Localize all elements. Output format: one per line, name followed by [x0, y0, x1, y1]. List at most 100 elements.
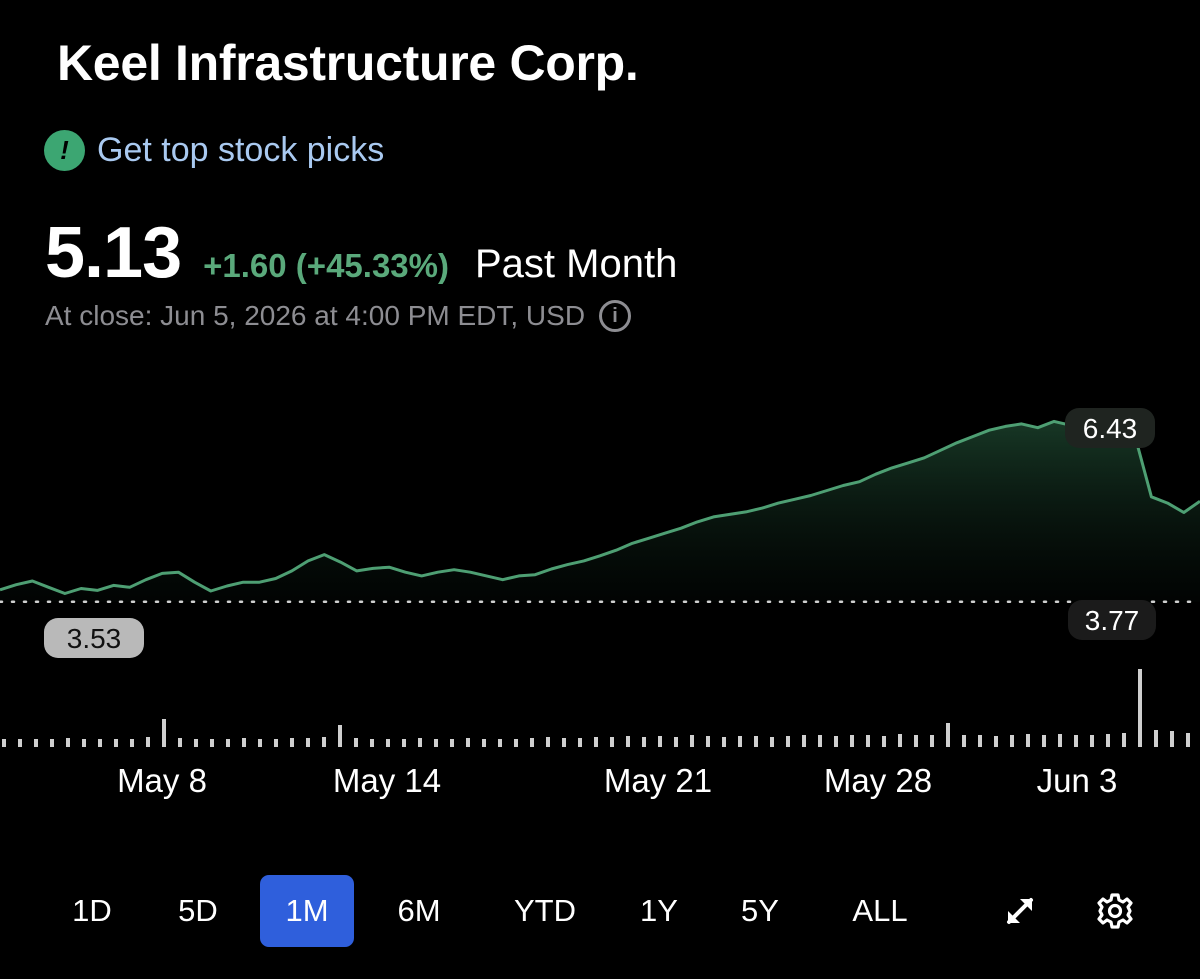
- volume-bar: [642, 737, 646, 747]
- range-tab-6m[interactable]: 6M: [397, 893, 441, 928]
- volume-bar: [962, 735, 966, 747]
- x-tick-label: May 21: [604, 762, 712, 799]
- settings-button[interactable]: [1085, 875, 1145, 947]
- volume-bar: [130, 739, 134, 747]
- volume-bar: [114, 739, 118, 747]
- period-label: Past Month: [474, 242, 678, 286]
- volume-bar: [770, 737, 774, 747]
- volume-bar: [786, 736, 790, 747]
- close-info: At close: Jun 5, 2026 at 4:00 PM EDT, US…: [45, 300, 586, 331]
- x-tick-label: Jun 3: [1037, 762, 1118, 799]
- volume-bar: [2, 739, 6, 747]
- volume-bar: [994, 736, 998, 747]
- volume-bar: [818, 735, 822, 747]
- volume-bar: [34, 739, 38, 747]
- price-chart[interactable]: 6.43 3.77 3.53 May 8 May 14 May 21 May 28 Jun …: [0, 390, 1200, 810]
- volume-bar: [978, 735, 982, 747]
- range-tab-1y[interactable]: 1Y: [640, 893, 678, 928]
- volume-bar: [18, 739, 22, 747]
- high-price-label-text: 6.43: [1083, 413, 1138, 444]
- volume-bar: [1010, 735, 1014, 747]
- high-price-label-bg: [1065, 408, 1155, 448]
- range-tab-1d[interactable]: 1D: [72, 893, 112, 928]
- volume-bar: [594, 737, 598, 747]
- volume-bar: [178, 738, 182, 747]
- x-tick-label: May 28: [824, 762, 932, 799]
- volume-bar: [914, 735, 918, 747]
- volume-bar: [930, 735, 934, 747]
- low-price-label-bg: [1068, 600, 1156, 640]
- volume-bar: [546, 737, 550, 747]
- volume-bar: [738, 736, 742, 747]
- volume-bar: [1042, 735, 1046, 747]
- gear-icon: [1097, 893, 1133, 929]
- volume-bar: [242, 738, 246, 747]
- range-tab-5d[interactable]: 5D: [178, 893, 218, 928]
- volume-bar: [450, 739, 454, 747]
- volume-bar: [866, 735, 870, 747]
- volume-bar: [514, 739, 518, 747]
- volume-bar: [530, 738, 534, 747]
- volume-bar: [386, 739, 390, 747]
- volume-bar: [274, 739, 278, 747]
- close-info-row: At close: Jun 5, 2026 at 4:00 PM EDT, US…: [45, 300, 632, 332]
- high-price-label: 6.43: [1065, 408, 1155, 448]
- range-tab-ytd[interactable]: YTD: [514, 893, 576, 928]
- volume-bar: [1186, 733, 1190, 747]
- volume-bar: [1170, 731, 1174, 747]
- volume-bar: [50, 739, 54, 747]
- volume-bar: [1074, 735, 1078, 747]
- expand-icon: [1007, 898, 1033, 924]
- low-price-label: 3.77: [1068, 600, 1156, 640]
- volume-bar: [98, 739, 102, 747]
- volume-bar: [290, 738, 294, 747]
- volume-bar: [690, 735, 694, 747]
- volume-bar: [706, 736, 710, 747]
- volume-bar: [402, 739, 406, 747]
- volume-bar: [354, 738, 358, 747]
- volume-bar: [1090, 735, 1094, 747]
- volume-bar: [1138, 669, 1142, 747]
- volume-bar: [658, 736, 662, 747]
- volume-bar: [306, 738, 310, 747]
- x-tick-label: May 8: [117, 762, 207, 799]
- volume-bar: [498, 739, 502, 747]
- volume-bar: [226, 739, 230, 747]
- volume-bar: [370, 739, 374, 747]
- volume-bar: [802, 735, 806, 747]
- expand-button[interactable]: [990, 875, 1050, 947]
- current-price: 5.13: [45, 213, 182, 293]
- range-selector: 1D 5D 1M 6M YTD 1Y 5Y ALL: [0, 873, 1200, 953]
- volume-bar: [722, 737, 726, 747]
- volume-bar: [898, 734, 902, 747]
- volume-bar: [1026, 734, 1030, 747]
- volume-bar: [66, 738, 70, 747]
- volume-bar: [754, 736, 758, 747]
- range-tab-5y[interactable]: 5Y: [741, 893, 779, 928]
- top-stock-picks-link[interactable]: ! Get top stock picks: [44, 130, 384, 171]
- range-tab-1m[interactable]: 1M: [260, 875, 354, 947]
- volume-bar: [418, 738, 422, 747]
- volume-bar: [1154, 730, 1158, 747]
- price-line: [0, 419, 1200, 595]
- previous-close-label-text: 3.53: [67, 623, 122, 654]
- volume-bar: [338, 725, 342, 747]
- range-tab-all[interactable]: ALL: [852, 893, 908, 928]
- volume-bar: [466, 738, 470, 747]
- volume-bar: [322, 737, 326, 747]
- volume-bar: [946, 723, 950, 747]
- volume-bar: [258, 739, 262, 747]
- volume-bar: [210, 739, 214, 747]
- volume-bar: [82, 739, 86, 747]
- company-name: Keel Infrastructure Corp.: [57, 35, 639, 91]
- volume-bar: [162, 719, 166, 747]
- x-tick-label: May 14: [333, 762, 441, 799]
- volume-bar: [626, 736, 630, 747]
- previous-close-label-bg: [44, 618, 144, 658]
- volume-bar: [434, 739, 438, 747]
- info-icon[interactable]: i: [599, 300, 632, 332]
- volume-bar: [850, 735, 854, 747]
- volume-bar: [562, 738, 566, 747]
- volume-bar: [1058, 734, 1062, 747]
- price-change: +1.60 (+45.33%): [203, 247, 449, 284]
